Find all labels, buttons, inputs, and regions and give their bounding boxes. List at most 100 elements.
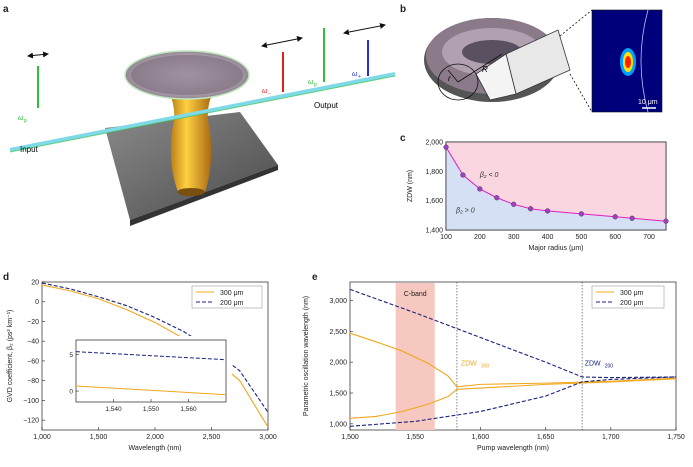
e-ylabel: Parametric oscillation wavelength (nm) — [303, 296, 310, 416]
d-legend-label: 300 μm — [220, 290, 244, 297]
c-xtick-label: 100 — [440, 234, 452, 241]
c-xtick-label: 500 — [576, 234, 588, 241]
annotation-anomalous: β₂ < 0 — [479, 172, 499, 179]
zdw-point — [477, 186, 483, 192]
output-label: Output — [314, 101, 339, 110]
major-radius-label: R — [482, 65, 488, 74]
c-ytick-label: 2,000 — [425, 140, 443, 147]
zdw200-label: ZDW — [585, 360, 601, 367]
resonator-cross-section: r R 10 μm — [424, 9, 663, 113]
c-ytick-label: 1,600 — [425, 198, 443, 205]
zdw-point — [578, 211, 584, 217]
minor-circle — [437, 63, 479, 101]
c-ylabel: ZDW (nm) — [407, 170, 414, 202]
d-inset-ytick-label: 0 — [69, 389, 73, 396]
zdw-point — [443, 144, 449, 150]
omega-plus-sub: + — [358, 74, 361, 80]
e-series-lower — [349, 378, 677, 419]
e-xtick-label: 1,700 — [602, 434, 620, 441]
d-inset-xtick-label: 1,540 — [105, 406, 122, 413]
d-xlabel: Wavelength (nm) — [128, 445, 181, 452]
omega-p-sub: p — [24, 118, 27, 124]
d-inset-ytick-label: 5 — [69, 352, 73, 359]
d-ylabel: GVD coefficient, β₂ (ps² km⁻¹) — [7, 310, 14, 403]
input-arrow — [27, 51, 49, 59]
anomalous-region — [446, 142, 666, 222]
d-xtick-label: 1,500 — [90, 434, 108, 441]
e-series-upper — [349, 288, 677, 379]
e-legend-label: 300 μm — [620, 290, 644, 297]
zdw300-label: ZDW — [461, 360, 477, 367]
annotation-normal: β₂ > 0 — [455, 207, 475, 214]
omega-p-label: ω — [18, 115, 24, 122]
zdw200-sub: 200 — [605, 363, 614, 369]
c-frame-top — [445, 141, 667, 231]
e-series-lower — [349, 376, 677, 427]
e-series-upper — [349, 332, 677, 388]
schematic-illustration: Input Output ω p ω − ω p ω + — [9, 23, 396, 226]
omega-p-out-sub: p — [314, 82, 317, 88]
e-xtick-label: 1,750 — [667, 434, 685, 441]
e-xtick-label: 1,600 — [472, 434, 490, 441]
zdw-point — [629, 215, 635, 221]
omega-minus-label: ω — [262, 88, 268, 95]
zdw-point — [612, 214, 618, 220]
e-xtick-label: 1,550 — [406, 434, 424, 441]
scale-label: 10 μm — [638, 99, 658, 106]
e-legend-label: 200 μm — [620, 300, 644, 307]
c-ytick-label: 1,400 — [425, 228, 443, 235]
zdw-point — [460, 172, 466, 178]
d-xtick-label: 3,000 — [259, 434, 277, 441]
d-inset-series — [75, 351, 227, 361]
d-inset-bg — [54, 336, 232, 416]
d-ytick-label: 20 — [31, 280, 39, 287]
d-ytick-label: −60 — [27, 358, 39, 365]
waveguide — [9, 72, 396, 152]
zdw-point — [663, 218, 669, 224]
c-xtick-label: 200 — [474, 234, 486, 241]
d-ytick-label: −40 — [27, 339, 39, 346]
chart-c: 100 200 300 400 500 600 700 1,400 1,600 1,800 2,00… — [407, 140, 669, 252]
c-xlabel: Major radius (μm) — [529, 245, 584, 252]
d-inset-xtick-label: 1,560 — [180, 406, 197, 413]
panel-label-a: a — [3, 4, 9, 15]
zdw-point — [494, 195, 500, 201]
e-xlabel: Pump wavelength (nm) — [477, 445, 549, 452]
input-label: Input — [20, 145, 39, 154]
normal-region — [446, 147, 666, 230]
omega-plus-label: ω — [352, 71, 358, 78]
d-ytick-label: −80 — [27, 378, 39, 385]
panel-label-d: d — [3, 272, 10, 283]
panel-label-e: e — [312, 272, 318, 283]
d-xtick-label: 2,000 — [146, 434, 164, 441]
omega-p-out-label: ω — [308, 79, 314, 86]
e-xtick-label: 1,500 — [341, 434, 359, 441]
panel-label-c: c — [400, 133, 406, 144]
e-ytick-label: 1,000 — [329, 421, 347, 428]
omega-minus-sub: − — [268, 91, 271, 97]
chart-e: 1,500 1,550 1,600 1,650 1,700 1,750 1,000 1,500… — [303, 281, 685, 452]
e-ytick-label: 3,000 — [329, 298, 347, 305]
pillar — [168, 90, 214, 192]
d-inset-xtick-label: 1,550 — [143, 406, 160, 413]
zdw-point — [511, 201, 517, 207]
e-ytick-label: 2,000 — [329, 360, 347, 367]
e-ytick-label: 1,500 — [329, 391, 347, 398]
d-inset-series — [75, 385, 227, 396]
e-frame — [349, 281, 677, 431]
c-xtick-label: 400 — [542, 234, 554, 241]
c-xtick-label: 600 — [609, 234, 621, 241]
e-xtick-label: 1,650 — [537, 434, 555, 441]
c-xtick-label: 700 — [643, 234, 655, 241]
minor-radius-label: r — [448, 74, 451, 83]
chart-d: 1,000 1,500 2,000 2,500 3,000 20 0 −20 −40 −60 −80… — [7, 280, 277, 453]
cband-label: C-band — [404, 291, 427, 298]
d-ytick-label: 0 — [35, 299, 39, 306]
e-ytick-label: 2,500 — [329, 329, 347, 336]
output-arrow-1 — [261, 36, 303, 48]
c-ytick-label: 1,800 — [425, 169, 443, 176]
d-ytick-label: −120 — [23, 418, 39, 425]
zdw-point — [528, 206, 534, 212]
cband-region — [395, 283, 435, 430]
output-arrow-2 — [343, 23, 386, 35]
